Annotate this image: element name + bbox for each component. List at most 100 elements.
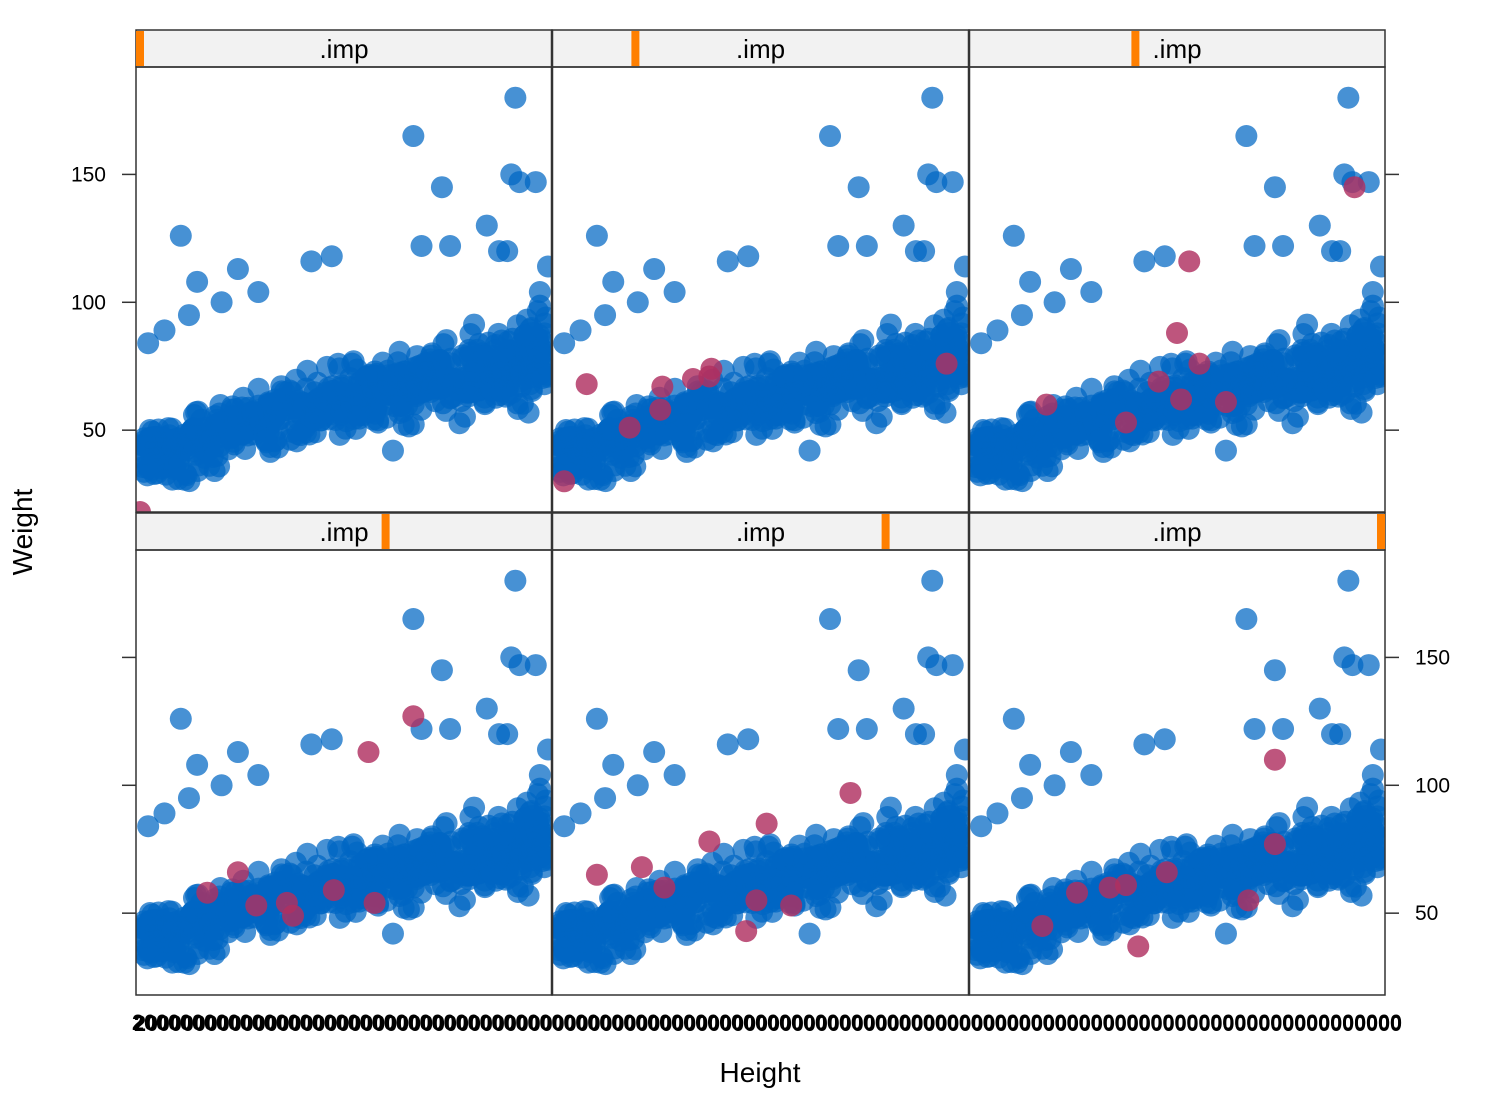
observed-point <box>524 654 547 677</box>
observed-point <box>925 654 948 677</box>
observed-point <box>463 313 486 336</box>
observed-point <box>865 412 888 435</box>
observed-point <box>435 329 458 352</box>
observed-point <box>779 865 802 888</box>
observed-point <box>868 827 891 850</box>
observed-point <box>169 224 192 247</box>
observed-point <box>303 891 326 914</box>
observed-point <box>576 430 599 453</box>
observed-point <box>340 878 363 901</box>
observed-point <box>855 235 878 258</box>
observed-point <box>463 796 486 819</box>
observed-point <box>1129 842 1152 865</box>
imputed-point <box>618 416 641 439</box>
imputed-point <box>700 357 723 380</box>
strip-label: .imp <box>1152 34 1201 64</box>
observed-point <box>264 388 287 411</box>
panel-3: .imp <box>968 29 1386 513</box>
observed-point <box>941 654 964 677</box>
observed-point <box>296 842 319 865</box>
panel-points <box>136 569 552 976</box>
imputed-point <box>1147 370 1170 393</box>
observed-point <box>852 329 875 352</box>
observed-point <box>410 235 433 258</box>
observed-point <box>1312 844 1335 867</box>
observed-point <box>1151 391 1174 414</box>
observed-point <box>300 733 323 756</box>
observed-point <box>1080 281 1103 304</box>
panel-points <box>552 86 969 493</box>
panels-layer: .imp .imp .imp .imp .imp .imp <box>135 29 1386 996</box>
observed-point <box>264 871 287 894</box>
imputed-point <box>698 830 721 853</box>
observed-point <box>1290 868 1313 891</box>
observed-point <box>1043 774 1066 797</box>
observed-point <box>827 718 850 741</box>
observed-point <box>1220 366 1243 389</box>
observed-point <box>879 313 902 336</box>
observed-point <box>1129 359 1152 382</box>
observed-point <box>913 240 936 263</box>
y-tick-label: 100 <box>1415 774 1450 797</box>
observed-point <box>1052 910 1075 933</box>
observed-point <box>604 430 627 453</box>
imputed-point <box>649 398 672 421</box>
observed-point <box>702 913 725 936</box>
observed-point <box>387 849 410 872</box>
imputed-point <box>745 889 768 912</box>
observed-point <box>622 927 645 950</box>
observed-point <box>1195 865 1218 888</box>
imputed-point <box>1214 391 1237 414</box>
observed-point <box>448 412 471 435</box>
strip-label: .imp <box>1152 517 1201 547</box>
observed-point <box>798 439 821 462</box>
observed-point <box>913 723 936 746</box>
observed-point <box>1370 255 1385 278</box>
strip-label: .imp <box>736 34 785 64</box>
observed-point <box>527 829 550 852</box>
observed-point <box>206 927 229 950</box>
observed-point <box>941 171 964 194</box>
observed-point <box>1148 838 1171 861</box>
observed-point <box>1099 901 1122 924</box>
observed-point <box>1235 125 1258 148</box>
observed-point <box>448 849 471 872</box>
observed-point <box>1359 327 1382 350</box>
observed-point <box>1214 439 1237 462</box>
observed-point <box>1059 741 1082 764</box>
observed-point <box>712 842 735 865</box>
observed-point <box>1250 379 1273 402</box>
panel-points <box>969 86 1385 493</box>
observed-point <box>643 258 666 281</box>
observed-point <box>896 361 919 384</box>
x-tick-labels-overlap: 2000000000000000000000000000000000000000… <box>134 1011 1402 1036</box>
observed-point <box>230 396 253 419</box>
observed-point <box>925 171 948 194</box>
observed-point <box>996 941 1019 964</box>
observed-point <box>1370 738 1385 761</box>
observed-point <box>993 913 1016 936</box>
imputed-point <box>282 904 304 927</box>
observed-point <box>993 430 1016 453</box>
observed-point <box>800 395 823 418</box>
observed-point <box>340 395 363 418</box>
observed-point <box>417 379 440 402</box>
observed-point <box>1019 270 1042 293</box>
observed-point <box>954 738 969 761</box>
observed-point <box>1214 922 1237 945</box>
observed-point <box>1317 386 1340 409</box>
observed-point <box>475 697 498 720</box>
observed-point <box>1357 654 1380 677</box>
strip-label: .imp <box>319 34 368 64</box>
imputed-point <box>755 812 778 835</box>
observed-point <box>226 741 249 764</box>
observed-point <box>1220 849 1243 872</box>
observed-point <box>1002 224 1025 247</box>
observed-point <box>945 281 968 304</box>
observed-point <box>503 843 526 866</box>
observed-point <box>732 355 755 378</box>
observed-point <box>635 427 658 450</box>
observed-point <box>1361 281 1384 304</box>
observed-point <box>680 871 703 894</box>
observed-point <box>780 360 803 383</box>
